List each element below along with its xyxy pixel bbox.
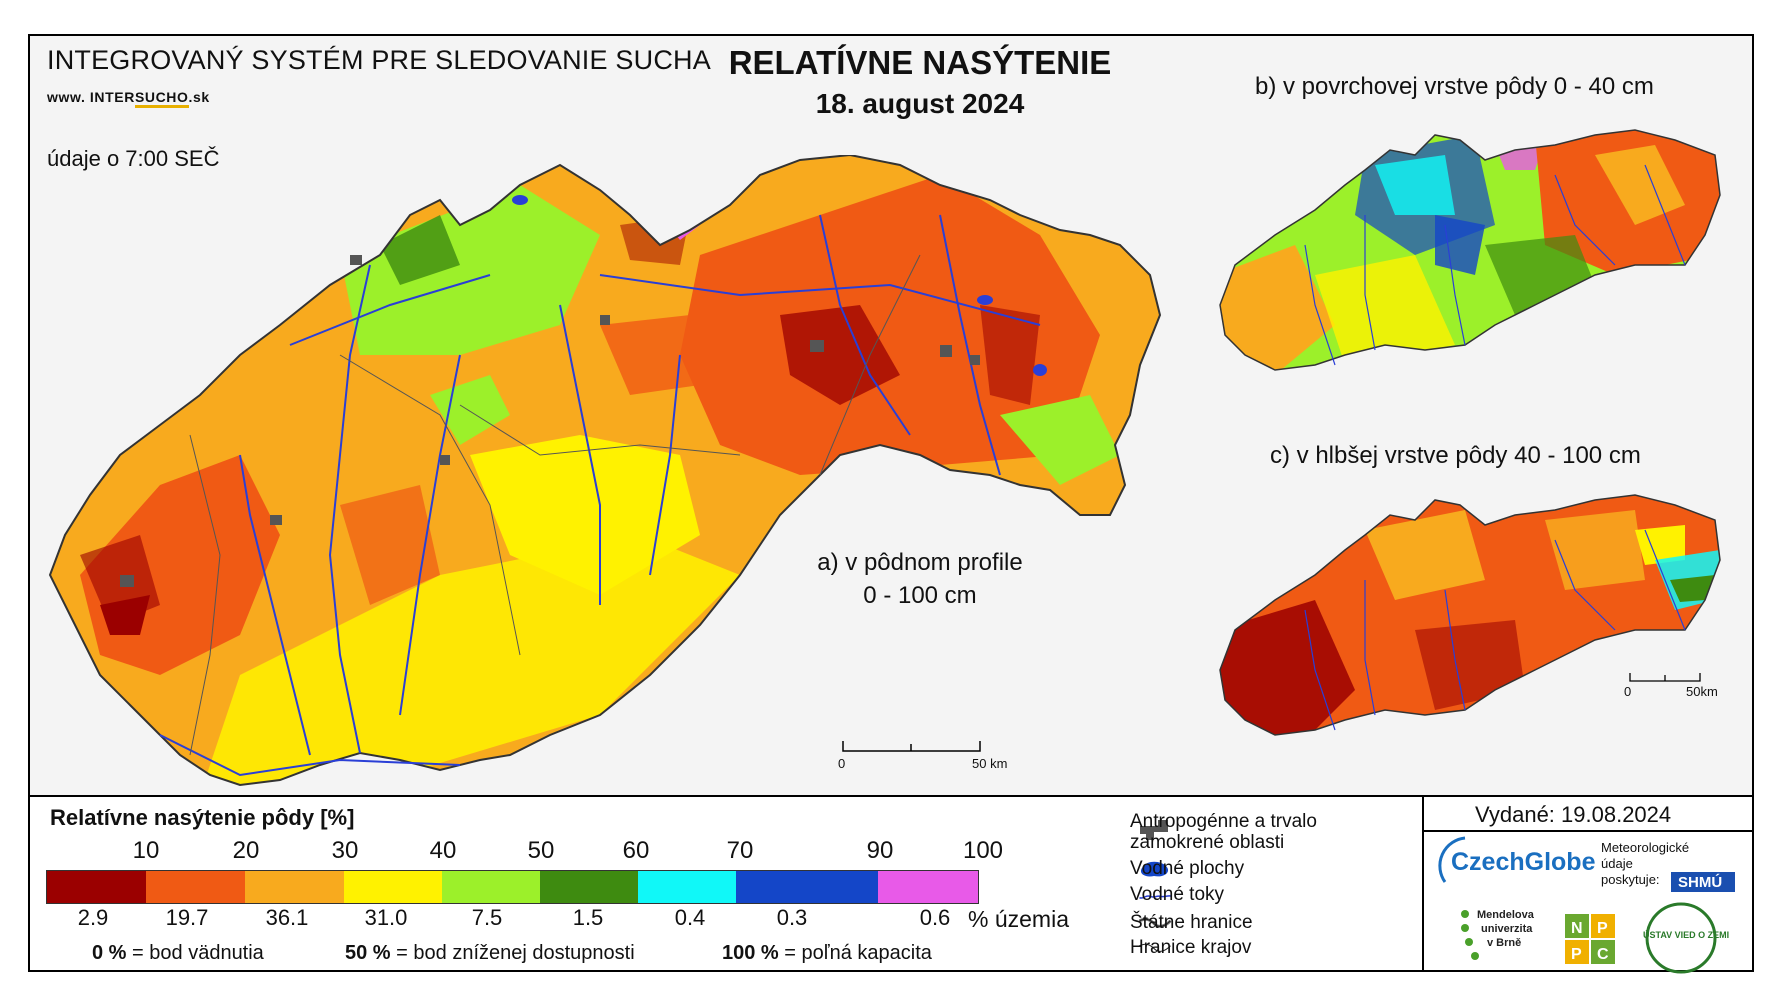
def-value: 100 % xyxy=(722,942,779,964)
nppc-tile xyxy=(1591,914,1615,938)
legend-share: 0.6 xyxy=(919,905,951,930)
shmu-logo: SHMÚ xyxy=(1678,873,1722,891)
main-date: 18. august 2024 xyxy=(815,88,1025,119)
nppc-letter: P xyxy=(1571,946,1582,963)
regional-border-icon xyxy=(1139,943,1171,952)
legend-share: 2.9 xyxy=(77,905,109,930)
main-title: RELATÍVNE NASÝTENIE xyxy=(728,44,1112,81)
uvz-logo: ÚSTAV VIED O ZEMI xyxy=(1643,929,1729,940)
definition-wilting-point: 0 % = bod vädnutia xyxy=(92,942,264,965)
legend-title: Relatívne nasýtenie pôdy [%] xyxy=(50,805,355,830)
website-link[interactable]: www. INTERSUCHO.sk xyxy=(47,89,210,108)
map-b-label: b) v povrchovej vrstve pôdy 0 - 40 cm xyxy=(1255,73,1654,100)
scale-main-end: 50 km xyxy=(972,756,1008,771)
key-water-bodies: Vodné plochy xyxy=(1130,858,1245,879)
scale-bar-main xyxy=(842,741,981,752)
legend-swatch xyxy=(540,871,638,903)
nppc-tile xyxy=(1565,940,1589,964)
czechglobe-logo: CzechGlobe xyxy=(1451,848,1596,876)
legend-share: 0.3 xyxy=(776,905,808,930)
legend-share: 7.5 xyxy=(471,905,503,930)
legend-swatch xyxy=(442,871,540,903)
key-state-border: Štátne hranice xyxy=(1130,912,1253,933)
site-prefix: www. INTER xyxy=(47,89,135,105)
map-a-label: a) v pôdnom profile 0 - 100 cm xyxy=(770,546,1070,612)
mendel-line2: univerzita xyxy=(1481,923,1533,935)
map-a-label-line2: 0 - 100 cm xyxy=(863,582,977,609)
mendel-line1: Mendelova xyxy=(1477,909,1535,921)
legend-tick: 70 xyxy=(726,837,754,864)
divider xyxy=(1422,830,1754,832)
legend-swatch xyxy=(878,871,978,903)
anthropogenic-area-icon xyxy=(1140,820,1168,840)
legend-tick: 10 xyxy=(132,837,160,864)
legend-tick: 20 xyxy=(232,837,260,864)
def-value: 50 % xyxy=(345,942,391,964)
mendel-dots-icon xyxy=(1461,910,1479,960)
def-text: = bod vädnutia xyxy=(132,942,264,964)
legend-swatch xyxy=(736,871,878,903)
provider-logos: CzechGlobe Meteorologické údaje poskytuj… xyxy=(1438,836,1735,974)
legend-share: 36.1 xyxy=(265,905,309,930)
mendel-line3: v Brně xyxy=(1487,937,1521,949)
legend-swatch xyxy=(146,871,245,903)
map-b-topsoil xyxy=(1219,129,1721,371)
nppc-letter: N xyxy=(1571,920,1583,937)
water-course-icon xyxy=(1139,895,1172,899)
legend-swatch xyxy=(344,871,442,903)
map-c-label: c) v hlbšej vrstve pôdy 40 - 100 cm xyxy=(1270,442,1641,469)
state-border-icon xyxy=(1138,917,1172,928)
legend-share-unit: % územia xyxy=(968,906,1069,932)
scale-bar-small xyxy=(1629,673,1701,682)
uvz-logo-ring xyxy=(1645,902,1717,974)
shmu-logo-box xyxy=(1671,872,1735,892)
definition-field-capacity: 100 % = poľná kapacita xyxy=(722,942,932,965)
nppc-letter: P xyxy=(1597,920,1608,937)
legend-share: 19.7 xyxy=(165,905,209,930)
map-a-label-line1: a) v pôdnom profile xyxy=(817,549,1023,576)
nppc-tile xyxy=(1591,940,1615,964)
key-anthropogenic-line1: Antropogénne a trvalo xyxy=(1130,811,1317,832)
legend-tick: 40 xyxy=(429,837,457,864)
def-value: 0 % xyxy=(92,942,127,964)
scale-small-start: 0 xyxy=(1624,684,1632,699)
legend-tick: 50 xyxy=(527,837,555,864)
scale-small-end: 50km xyxy=(1686,684,1718,699)
data-time-note: údaje o 7:00 SEČ xyxy=(47,146,220,171)
map-a-whole-profile xyxy=(48,155,1162,787)
legend-swatch xyxy=(47,871,146,903)
met-line3: poskytuje: xyxy=(1601,872,1660,887)
czechglobe-swoosh xyxy=(1438,836,1466,883)
legend-share: 31.0 xyxy=(364,905,408,930)
legend-share: 1.5 xyxy=(572,905,604,930)
definition-reduced-availability: 50 % = bod zníženej dostupnosti xyxy=(345,942,635,965)
key-regional-border: Hranice krajov xyxy=(1130,937,1252,958)
legend-tick: 90 xyxy=(866,837,894,864)
met-line1: Meteorologické xyxy=(1601,840,1689,855)
met-line2: údaje xyxy=(1601,856,1633,871)
legend-share: 0.4 xyxy=(674,905,706,930)
nppc-letter: C xyxy=(1597,946,1609,963)
site-highlight: SUCHO xyxy=(134,89,189,108)
issued-date: Vydané: 19.08.2024 xyxy=(1475,802,1672,827)
legend-swatch xyxy=(638,871,736,903)
map-c-subsoil xyxy=(1219,494,1721,736)
system-title: INTEGROVANÝ SYSTÉM PRE SLEDOVANIE SUCHA xyxy=(47,45,711,75)
def-text: = poľná kapacita xyxy=(784,942,932,964)
divider xyxy=(1422,795,1424,972)
key-water-courses: Vodné toky xyxy=(1130,884,1225,905)
legend-tick: 100 xyxy=(962,837,1004,864)
legend-swatch xyxy=(245,871,344,903)
site-suffix: .sk xyxy=(188,89,210,105)
water-body-icon xyxy=(1140,861,1169,877)
legend-color-scale xyxy=(46,870,979,904)
legend-tick: 30 xyxy=(331,837,359,864)
def-text: = bod zníženej dostupnosti xyxy=(396,942,635,964)
scale-main-start: 0 xyxy=(838,756,846,771)
key-anthropogenic-line2: zamokrené oblasti xyxy=(1130,832,1285,853)
legend-tick: 60 xyxy=(622,837,650,864)
nppc-tile xyxy=(1565,914,1589,938)
